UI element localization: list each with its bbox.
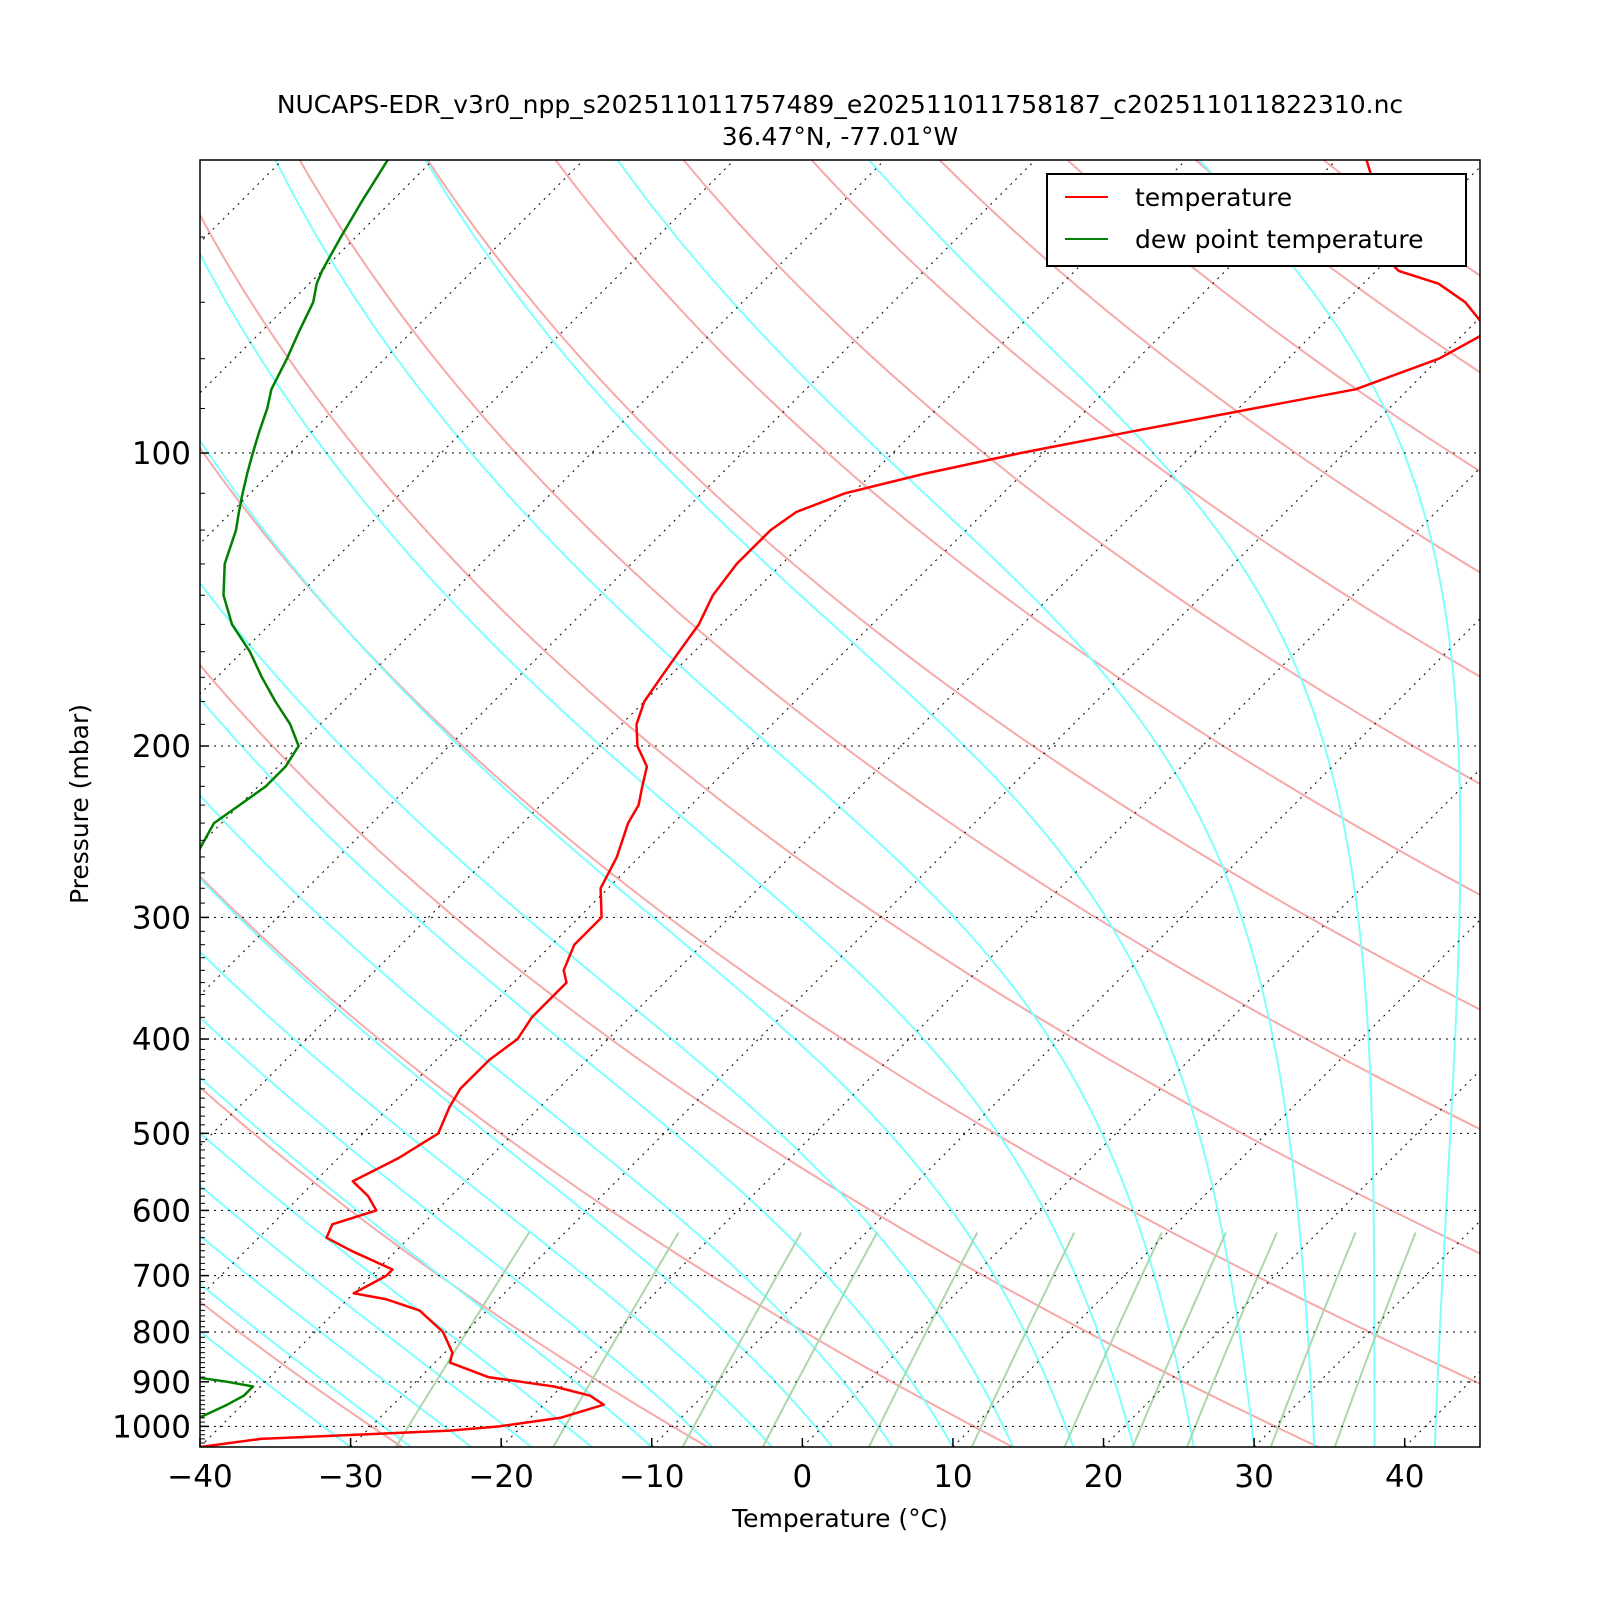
x-tick-label: −20 [468,1459,533,1495]
legend-label-dewpoint: dew point temperature [1135,225,1424,254]
y-axis-label: Pressure (mbar) [65,704,94,904]
y-tick-label: 500 [132,1116,191,1152]
x-tick-label: 20 [1084,1459,1123,1495]
x-tick-label: 10 [933,1459,972,1495]
legend-label-temperature: temperature [1135,183,1292,212]
y-tick-label: 600 [132,1193,191,1229]
x-tick-label: −40 [167,1459,232,1495]
x-tick-label: 0 [792,1459,812,1495]
y-tick-label: 900 [132,1365,191,1401]
x-tick-label: 30 [1234,1459,1273,1495]
y-tick-label: 300 [132,900,191,936]
x-axis-label: Temperature (°C) [731,1504,948,1533]
x-tick-label: −30 [318,1459,383,1495]
y-tick-label: 1000 [112,1409,191,1445]
y-tick-label: 400 [132,1022,191,1058]
chart-subtitle: 36.47°N, -77.01°W [722,122,958,151]
x-tick-label: −10 [619,1459,684,1495]
y-tick-label: 100 [132,436,191,472]
x-tick-label: 40 [1385,1459,1424,1495]
chart-title: NUCAPS-EDR_v3r0_npp_s202511011757489_e20… [277,90,1403,119]
y-tick-label: 700 [132,1259,191,1295]
legend: temperature dew point temperature [1047,174,1466,266]
y-tick-label: 200 [132,729,191,765]
y-tick-label: 800 [132,1315,191,1351]
